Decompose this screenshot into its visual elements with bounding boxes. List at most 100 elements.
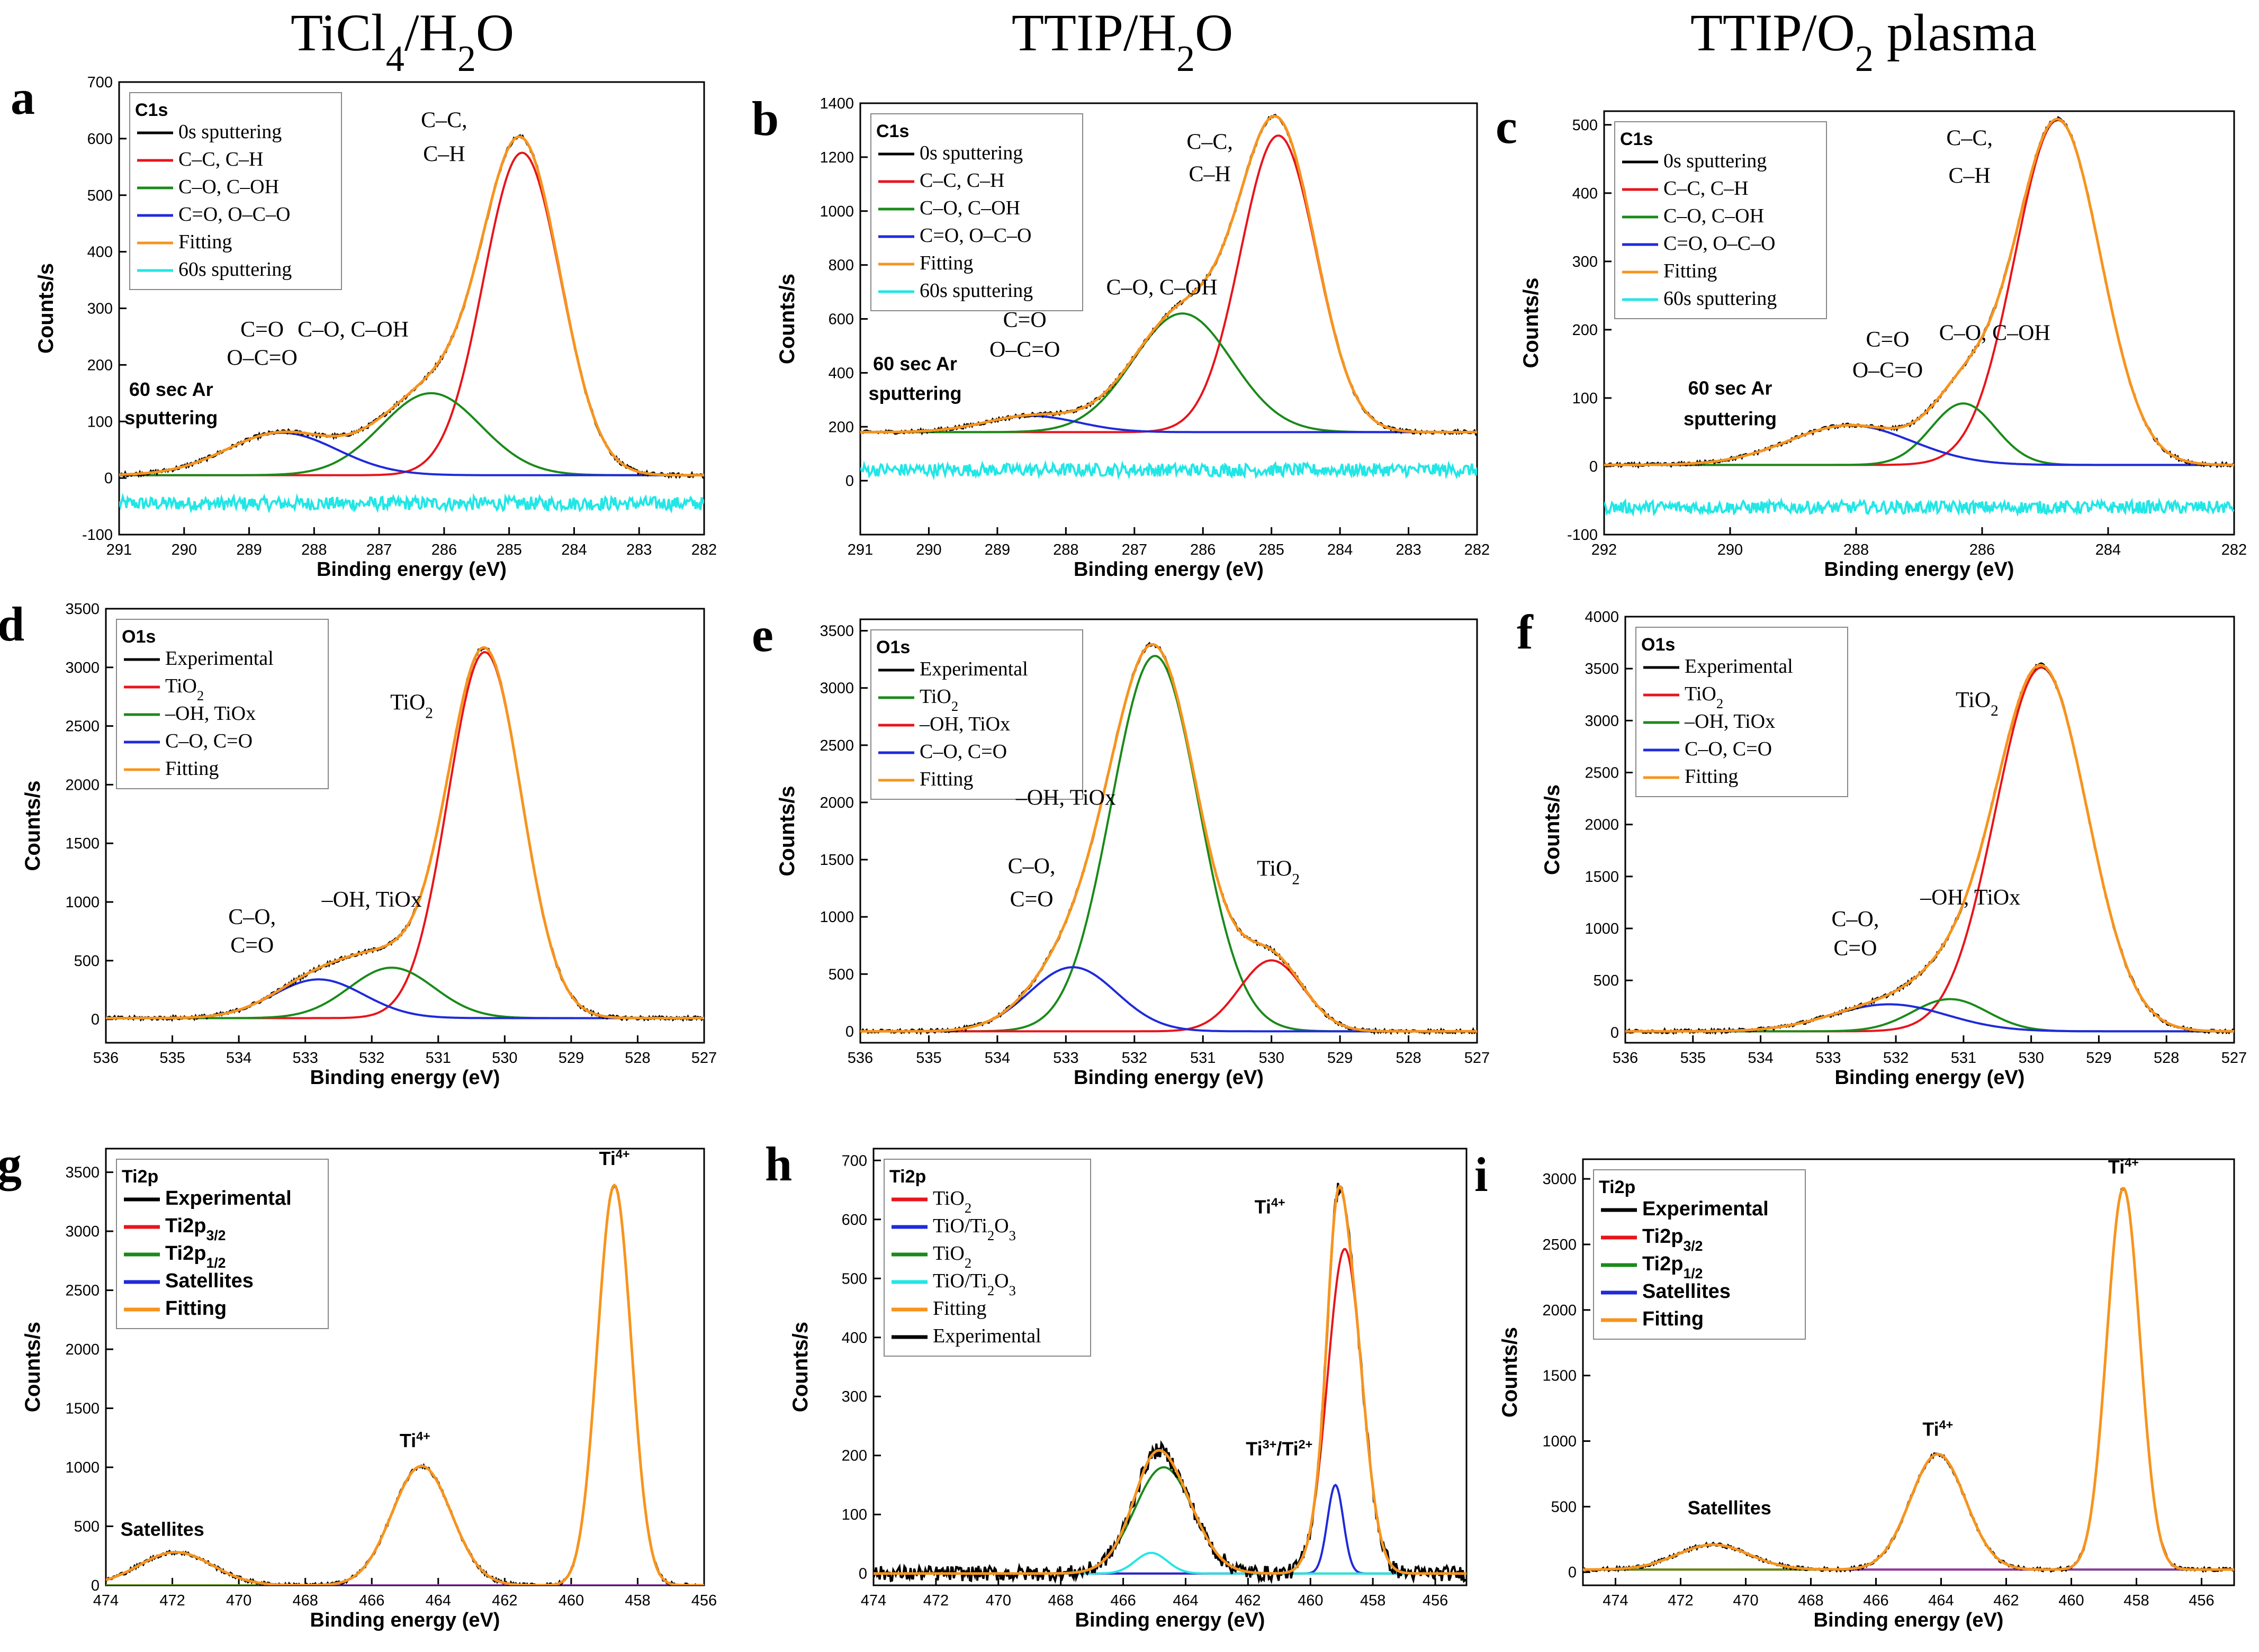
y-tick-label: 1500	[820, 852, 854, 869]
y-axis-label: Counts/s	[34, 263, 58, 354]
plot-area	[106, 646, 704, 1022]
annotation-ti4: Ti4+	[400, 1429, 430, 1451]
legend-box	[870, 113, 1083, 311]
x-tick-label: 530	[2018, 1050, 2044, 1067]
legend-box	[1635, 627, 1848, 797]
x-tick-label: 464	[1173, 1592, 1198, 1609]
annotation-60-sec-ar: 60 sec Ar	[129, 378, 213, 400]
x-tick-label: 534	[226, 1050, 251, 1067]
y-tick-label: 0	[845, 1023, 854, 1040]
legend-label: Fitting	[1685, 765, 1738, 788]
annotation-c-h: C–H	[1949, 164, 1991, 188]
y-tick-label: 2500	[65, 718, 100, 735]
y-axis-label: Counts/s	[1498, 1327, 1522, 1418]
legend-label: C–O, C–OH	[920, 197, 1020, 219]
series-60s-sputtering	[119, 492, 704, 514]
legend-label: Ti2p3/2	[165, 1215, 226, 1243]
legend-label: C=O, O–C–O	[920, 224, 1031, 247]
y-tick-label: 0	[1568, 1564, 1577, 1581]
x-tick-label: 529	[559, 1050, 584, 1067]
x-tick-label: 289	[236, 541, 262, 558]
y-tick-label: 600	[829, 311, 854, 328]
annotation-c-c: C–C,	[1186, 130, 1233, 155]
panel-letter: c	[1496, 100, 1517, 154]
x-tick-label: 468	[1048, 1592, 1073, 1609]
y-tick-label: 3000	[65, 660, 100, 676]
x-axis-label: Binding energy (eV)	[1075, 1609, 1265, 1631]
annotation-o-c-o: O–C=O	[989, 338, 1060, 362]
x-tick-label: 283	[1396, 541, 1421, 558]
x-tick-label: 527	[2221, 1050, 2247, 1067]
y-tick-label: 1000	[1585, 920, 1619, 937]
x-tick-label: 529	[1327, 1050, 1353, 1067]
y-tick-label: 1000	[65, 894, 100, 911]
legend-label: C–C, C–H	[178, 148, 263, 170]
legend-label: Experimental	[165, 1187, 292, 1209]
x-tick-label: 536	[1613, 1050, 1638, 1067]
x-tick-label: 460	[1298, 1592, 1323, 1609]
x-tick-label: 286	[431, 541, 457, 558]
legend-label: –OH, TiOx	[1684, 710, 1775, 733]
annotation-c-h: C–H	[423, 142, 465, 167]
y-tick-label: 2000	[820, 795, 854, 811]
plot-area	[860, 114, 1477, 481]
x-tick-label: 527	[1464, 1050, 1490, 1067]
legend-title: Ti2p	[122, 1167, 158, 1187]
x-tick-label: 289	[985, 541, 1010, 558]
x-tick-label: 290	[172, 541, 197, 558]
annotation-o-c-o: O–C=O	[1852, 358, 1923, 383]
legend-label: Fitting	[1663, 260, 1717, 282]
annotation-c-o: C=O	[1866, 328, 1909, 352]
y-tick-label: -100	[82, 527, 113, 544]
x-tick-label: 456	[1423, 1592, 1448, 1609]
x-tick-label: 535	[916, 1050, 941, 1067]
legend-label: Ti2p1/2	[1642, 1253, 1703, 1281]
y-tick-label: 0	[845, 473, 854, 490]
plot-area	[860, 642, 1477, 1035]
legend-label: Experimental	[933, 1325, 1041, 1347]
panel-letter: b	[752, 92, 779, 146]
x-tick-label: 529	[2086, 1050, 2111, 1067]
y-tick-label: 400	[1572, 185, 1598, 202]
x-tick-label: 470	[226, 1592, 251, 1609]
x-tick-label: 532	[359, 1050, 384, 1067]
x-tick-label: 464	[426, 1592, 451, 1609]
axes-frame	[872, 1148, 1468, 1586]
y-tick-label: 500	[842, 1270, 867, 1287]
x-tick-label: 456	[691, 1592, 717, 1609]
legend-label: C–C, C–H	[920, 169, 1004, 192]
annotation-c-o: C=O	[1010, 888, 1054, 912]
legend-label: TiO2	[165, 675, 204, 703]
y-tick-label: 100	[87, 413, 113, 430]
x-tick-label: 470	[986, 1592, 1011, 1609]
x-tick-label: 286	[1190, 541, 1216, 558]
y-tick-label: 500	[74, 1519, 100, 1536]
x-tick-label: 527	[691, 1050, 717, 1067]
y-tick-label: 1000	[1542, 1433, 1577, 1450]
y-tick-label: 2000	[65, 777, 100, 793]
x-tick-label: 292	[1591, 541, 1617, 558]
legend-label: 60s sputtering	[1663, 287, 1777, 310]
plot-area	[119, 134, 704, 514]
annotation-c-o: C–O,	[1832, 907, 1879, 932]
x-axis-label: Binding energy (eV)	[1074, 558, 1264, 581]
legend-label: –OH, TiOx	[919, 713, 1010, 735]
legend-title: C1s	[876, 121, 909, 141]
legend-label: C–O, C–OH	[178, 176, 279, 198]
legend-title: O1s	[876, 637, 910, 657]
panel-letter: h	[765, 1137, 792, 1191]
legend-box	[116, 619, 329, 789]
x-tick-label: 282	[1464, 541, 1490, 558]
x-tick-label: 528	[2154, 1050, 2179, 1067]
x-tick-label: 458	[2123, 1592, 2149, 1609]
legend-title: C1s	[135, 100, 168, 120]
plot-area	[1625, 662, 2234, 1035]
y-axis-label: Counts/s	[1519, 277, 1543, 368]
x-tick-label: 288	[301, 541, 327, 558]
y-tick-label: 300	[1572, 254, 1598, 270]
legend-label: TiO2	[933, 1242, 971, 1271]
legend-label: Fitting	[165, 1297, 227, 1320]
annotation-oh-tiox: –OH, TiOx	[1920, 886, 2020, 910]
panel-g: g 474 472 470 468 466 464 462 460 458 456 0 500 1000 1…	[0, 1137, 717, 1631]
